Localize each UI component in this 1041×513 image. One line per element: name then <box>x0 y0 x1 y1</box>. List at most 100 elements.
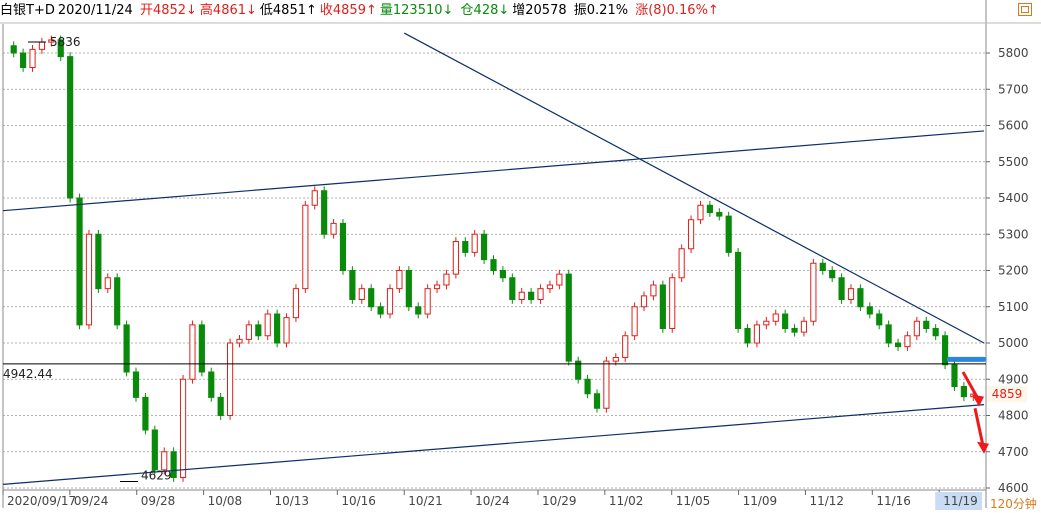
candle <box>198 324 205 373</box>
x-tick-label: 11/12 <box>809 494 844 508</box>
open-value: 开4852↓ <box>139 3 197 18</box>
candle <box>640 295 648 308</box>
candle <box>255 324 262 337</box>
candle <box>179 378 187 478</box>
arrow-head <box>977 441 989 454</box>
candle <box>847 288 855 300</box>
candle <box>575 360 582 380</box>
candle <box>132 371 140 398</box>
x-tick-label: 10/16 <box>341 494 376 508</box>
candle <box>725 215 732 253</box>
candle <box>386 288 394 315</box>
candle <box>894 342 902 348</box>
candle <box>358 288 365 300</box>
candle <box>631 306 638 337</box>
increase-value: 增20578 <box>512 3 567 18</box>
candle <box>76 197 83 326</box>
last-price-box <box>987 386 1027 403</box>
candle <box>706 204 713 213</box>
horizontal-line-label: 4942.44 <box>3 367 53 381</box>
arrow-shaft <box>961 371 980 400</box>
candle <box>537 288 544 300</box>
y-tick-label: 4900 <box>998 372 1029 386</box>
maximize-icon[interactable] <box>1018 3 1032 16</box>
quote-header: 白银T+D 2020/11/24 开4852↓ 高4861↓ 低4851↑ 收4859↑… <box>0 0 1000 22</box>
candle <box>772 313 779 322</box>
candle <box>885 324 892 344</box>
quote-date: 2020/11/24 <box>57 3 133 18</box>
arrow-shaft <box>973 407 985 447</box>
x-tick-label: 2020/09/17 <box>7 494 76 508</box>
candle <box>923 320 930 329</box>
candle <box>302 204 309 290</box>
candle <box>518 291 525 300</box>
candle <box>800 320 808 333</box>
candle <box>20 52 27 68</box>
candle <box>471 233 478 253</box>
candle <box>782 313 789 329</box>
candle <box>528 291 535 300</box>
candle <box>452 241 459 275</box>
candle <box>697 204 704 221</box>
candle <box>546 284 554 290</box>
y-tick-label: 5100 <box>998 300 1029 314</box>
y-tick-label: 4800 <box>998 409 1029 423</box>
candle <box>311 190 318 206</box>
x-tick-label: 11/05 <box>676 494 711 508</box>
close-value: 收4859↑ <box>319 3 377 18</box>
candle <box>57 39 64 58</box>
candle <box>292 288 300 319</box>
candle <box>866 306 873 315</box>
candle <box>339 222 347 271</box>
low-value: 低4851↑ <box>259 3 317 18</box>
candle <box>321 190 328 235</box>
candle <box>29 48 36 68</box>
candle <box>226 342 234 416</box>
candle <box>189 324 196 380</box>
candle <box>415 306 422 315</box>
x-tick-label-highlight: 11/19 <box>943 494 978 508</box>
candle <box>264 313 271 337</box>
trend-line <box>403 32 985 344</box>
candle <box>556 273 563 286</box>
trough-label: 4629 <box>141 468 172 482</box>
amplitude-value: 振0.21% <box>573 3 629 18</box>
candle <box>669 277 676 329</box>
x-tick-label: 10/29 <box>542 494 577 508</box>
candle <box>283 317 290 344</box>
candle <box>490 259 497 271</box>
candle <box>123 324 130 373</box>
candle <box>481 233 488 261</box>
y-tick-label: 5300 <box>998 227 1029 241</box>
x-tick-label: 10/13 <box>274 494 309 508</box>
candle <box>443 273 450 286</box>
candle <box>509 277 516 300</box>
candle <box>38 41 46 50</box>
candle <box>687 219 695 250</box>
candle <box>753 324 761 344</box>
candle <box>716 212 723 217</box>
candle <box>603 360 610 409</box>
candle <box>433 284 441 290</box>
candle <box>659 284 666 329</box>
candle <box>424 288 431 315</box>
candle <box>904 335 911 348</box>
candle <box>678 248 685 279</box>
candle <box>857 288 864 308</box>
candle <box>217 396 224 416</box>
x-tick-label: 09/28 <box>141 494 176 508</box>
candle <box>829 270 836 279</box>
period-box <box>987 496 1041 512</box>
trend-line <box>2 130 985 212</box>
candle <box>114 277 121 326</box>
candle <box>622 335 629 358</box>
y-tick-label: 5200 <box>998 264 1029 278</box>
x-tick-label: 10/21 <box>408 494 443 508</box>
x-tick-label: 10/24 <box>475 494 510 508</box>
volume-value: 量123510↓ <box>379 3 454 18</box>
candle <box>142 396 149 431</box>
candle <box>161 451 168 471</box>
y-tick-label: 5800 <box>998 46 1029 60</box>
candle <box>932 328 939 337</box>
candle <box>330 222 337 235</box>
